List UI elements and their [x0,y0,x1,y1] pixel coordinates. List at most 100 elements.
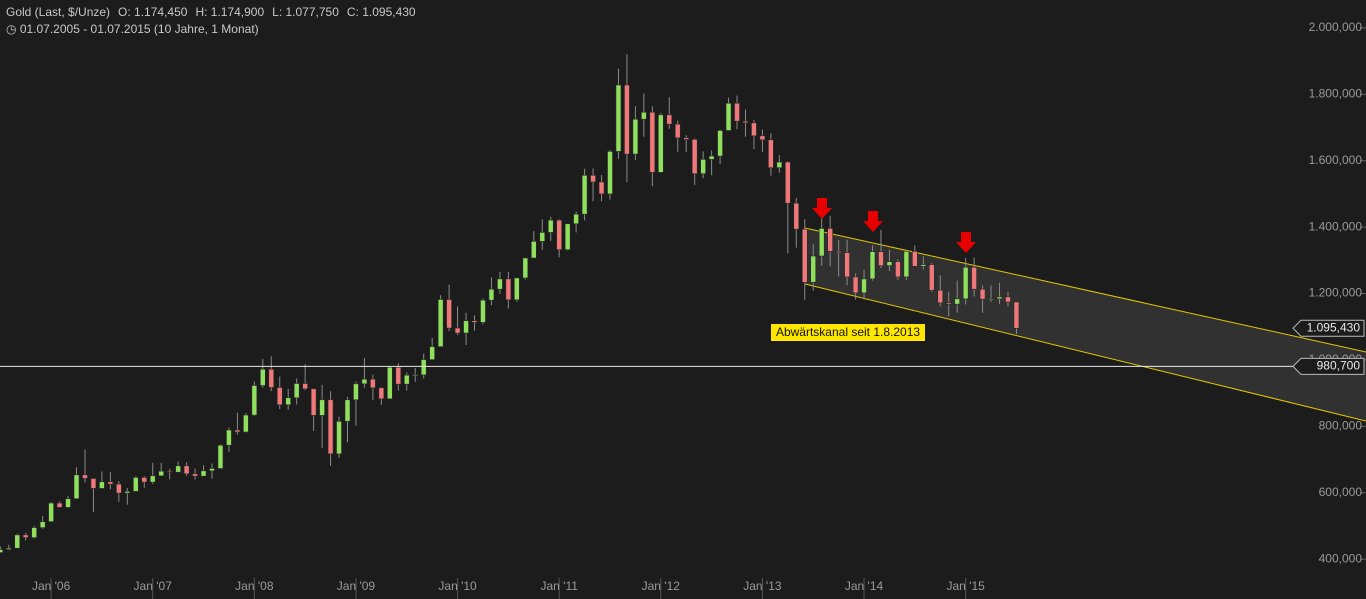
candle-body [547,219,554,233]
price-tag-label: 980,700 [1317,359,1361,373]
candle-body [158,470,164,477]
price-tag [1292,357,1365,375]
candle-body [514,277,520,301]
candle-body [928,264,935,291]
candle-body [395,366,402,385]
candle-body [285,397,292,406]
candle-body [209,468,215,472]
candle-body [776,161,783,168]
candle-body [183,465,190,475]
candle-body [522,257,529,279]
candle-body [344,399,351,422]
candle-body [48,502,54,522]
candle-body [420,359,427,376]
candle-body [260,368,266,386]
x-tick-label: Jan '09 [337,579,376,593]
date-range: 01.07.2005 - 01.07.2015 (10 Jahre, 1 Mon… [19,22,259,36]
candle-body [268,368,275,388]
ohlc: O: 1.174,450 [118,5,188,19]
candle-body [226,429,232,446]
candle-body [65,498,71,508]
x-tick-label: Jan '14 [845,579,884,593]
y-tick-label: 1.400,000 [1309,219,1363,233]
candle-body [852,276,859,294]
candle-body [471,320,478,323]
candle-body [607,151,613,195]
candle-body [5,547,12,550]
candle-body [683,137,690,140]
candle-body [996,296,1003,300]
x-tick-label: Jan '06 [32,579,71,593]
y-tick-label: 1.800,000 [1309,86,1363,100]
candle-body [175,465,181,473]
candle-body [497,278,503,290]
candle-body [945,302,952,305]
y-tick-label: 2.000,000 [1309,20,1363,34]
x-tick-label: Jan '08 [235,579,274,593]
y-tick-label: 1.600,000 [1309,153,1363,167]
arrow [956,232,976,253]
candle-body [708,155,715,160]
candle-body [751,122,757,137]
candle-body [878,251,884,266]
candle-body [200,470,207,477]
channel-fill [805,228,1366,421]
candle-body [971,266,977,290]
candle-body [403,374,410,385]
candle-body [319,399,325,416]
candle-body [353,383,359,401]
candle-body [327,399,334,455]
title: Gold (Last, $/Unze) [6,5,111,19]
x-tick-label: Jan '12 [642,579,681,593]
ohlc: L: 1.077,750 [272,5,339,19]
candle-body [336,421,342,455]
header-line: Gold (Last, $/Unze) O: 1.174,450 H: 1.174,… [6,4,424,21]
candle-body [310,388,317,416]
candle-body [39,521,46,528]
candle-body [691,139,698,174]
candle-body [903,251,910,278]
arrow [812,198,832,219]
candle-body [107,481,114,485]
candle-body [530,241,537,259]
candle-body [192,473,198,477]
x-tick-label: Jan '07 [134,579,173,593]
candle-body [573,213,579,225]
candle-body [818,228,825,257]
candle-body [276,387,283,406]
candle-body [632,118,639,155]
price-tag [1292,319,1365,337]
channel-upper [804,227,1366,353]
candle-body [378,387,385,400]
candle-body [615,84,622,152]
candle-body [370,378,376,389]
candle-body [937,289,944,304]
candle-body [734,102,740,122]
candle-body [674,123,681,139]
subtitle: ◷ 01.07.2005 - 01.07.2015 (10 Jahre, 1 M… [6,22,259,36]
candle-body [387,366,393,400]
candle-body [895,261,901,278]
candle-body [725,102,732,131]
candle-body [785,161,791,204]
candle-body [912,251,918,267]
candle-body [801,228,808,283]
candle-body [480,299,486,323]
candle-body [624,84,630,155]
candle-body [124,491,131,494]
candle-body [149,475,156,483]
y-tick-label: 1.200,000 [1309,286,1363,300]
candle-body [827,228,833,252]
candle-body [132,477,139,492]
candle-body [539,232,546,242]
candle-body [412,374,419,377]
candle-body [920,264,927,267]
ohlc: H: 1.174,900 [195,5,265,19]
candle-body [742,120,749,124]
candle-body [446,299,452,329]
candle-body [454,327,461,334]
candle-body [666,114,673,125]
annotation: Abwärtskanal seit 1.8.2013 [776,325,920,339]
candle-body [73,474,80,500]
